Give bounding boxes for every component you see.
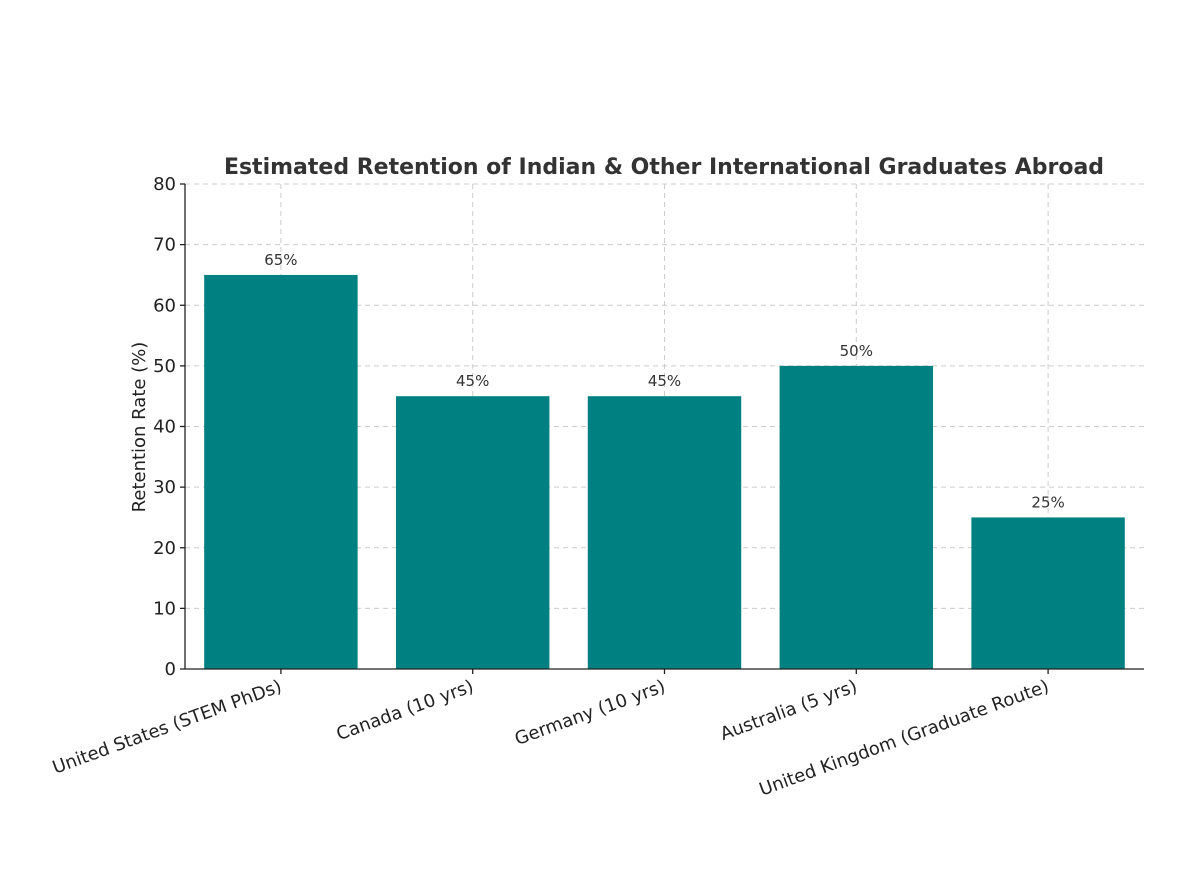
y-tick-label: 50 (153, 356, 176, 377)
chart-title: Estimated Retention of Indian & Other In… (224, 155, 1104, 180)
y-tick-label: 40 (153, 417, 176, 438)
x-tick-label: Australia (5 yrs) (718, 676, 860, 745)
y-axis-label: Retention Rate (%) (129, 342, 150, 513)
x-tick-layer: United States (STEM PhDs) Canada (10 yrs)… (50, 669, 1052, 801)
y-tick-label: 10 (153, 598, 176, 619)
bar (971, 517, 1125, 669)
y-tick-label: 0 (165, 659, 176, 680)
data-label: 50% (840, 342, 873, 360)
x-tick-label: Germany (10 yrs) (512, 676, 668, 750)
y-tick-label: 80 (153, 174, 176, 195)
bar-layer (204, 274, 1125, 669)
y-tick-label: 30 (153, 477, 176, 498)
y-tick-label: 60 (153, 295, 176, 316)
bar (395, 396, 550, 669)
x-tick-label: Canada (10 yrs) (334, 676, 477, 745)
bar (587, 396, 742, 669)
y-tick-layer: 0 10 20 30 40 50 60 70 80 (153, 174, 185, 680)
data-label: 25% (1031, 493, 1064, 511)
data-label: 65% (264, 251, 297, 269)
bar (779, 365, 934, 669)
y-tick-label: 70 (153, 235, 176, 256)
data-label: 45% (456, 372, 489, 390)
bar (204, 274, 358, 669)
value-label-layer: 65% 45% 45% 50% 25% (264, 251, 1065, 512)
x-tick-label: United States (STEM PhDs) (50, 676, 285, 779)
data-label: 45% (648, 372, 681, 390)
y-tick-label: 20 (153, 538, 176, 559)
